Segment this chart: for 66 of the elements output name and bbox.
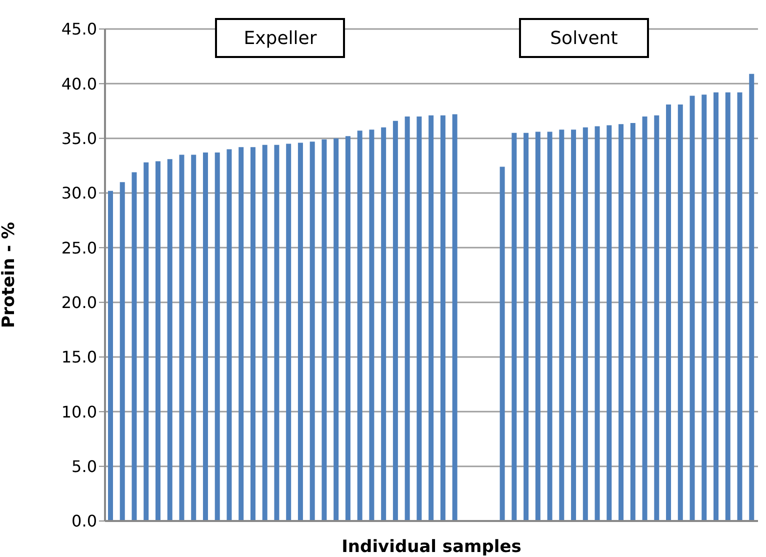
bar: [666, 104, 672, 521]
y-axis-title: Protein - %: [0, 222, 20, 328]
y-tick-label: 45.0: [61, 20, 97, 39]
text-box: Expeller: [215, 18, 346, 58]
bar: [310, 142, 315, 521]
bar: [132, 172, 137, 521]
bar: [274, 144, 280, 521]
bar: [690, 96, 695, 521]
bar: [202, 152, 208, 521]
y-tick-label: 20.0: [61, 293, 97, 312]
bar: [725, 92, 730, 521]
y-tick-label: 10.0: [61, 402, 97, 422]
bar: [749, 74, 754, 521]
bar: [250, 147, 256, 521]
bar: [524, 132, 529, 521]
bar: [144, 162, 149, 521]
bar: [535, 132, 540, 521]
bar: [654, 115, 660, 521]
bar: [500, 166, 505, 521]
bar: [547, 132, 552, 521]
y-tick-label: 0.0: [72, 512, 97, 531]
bar: [392, 120, 398, 521]
bar: [298, 142, 303, 521]
bar: [179, 154, 184, 521]
bar: [440, 115, 446, 521]
bar: [428, 115, 434, 521]
bar: [238, 147, 244, 521]
bar: [642, 116, 648, 521]
bar: [167, 159, 172, 521]
y-tick-label: 25.0: [61, 238, 97, 258]
bar: [214, 152, 220, 521]
bar: [594, 126, 600, 521]
bar: [416, 116, 422, 521]
bar: [226, 149, 232, 521]
bar: [381, 127, 386, 521]
bar: [191, 154, 196, 521]
y-tick-label: 35.0: [61, 129, 97, 148]
bar: [262, 144, 268, 521]
bar: [559, 130, 564, 521]
bar: [606, 125, 612, 521]
y-tick-label: 5.0: [72, 457, 97, 476]
text-box: Solvent: [518, 18, 649, 58]
x-axis-title: Individual samples: [342, 537, 522, 557]
bar: [452, 114, 458, 521]
bar: [286, 144, 292, 521]
bar: [345, 136, 350, 521]
bar: [582, 127, 588, 521]
bar: [120, 182, 125, 521]
bar: [404, 116, 410, 521]
bar: [357, 130, 362, 521]
bar: [702, 94, 707, 521]
bar: [630, 123, 636, 521]
bar: [369, 130, 374, 521]
bar: [155, 161, 160, 521]
y-tick-label: 40.0: [61, 74, 97, 94]
bar: [322, 139, 327, 521]
bar: [108, 190, 113, 521]
y-tick-label: 30.0: [61, 184, 97, 203]
bar: [678, 104, 683, 521]
y-tick-label: 15.0: [61, 348, 97, 367]
bar: [714, 92, 719, 521]
bar: [571, 130, 576, 521]
bar: [512, 132, 517, 521]
bar: [618, 124, 624, 521]
bar: [334, 138, 339, 521]
bar: [737, 92, 742, 521]
